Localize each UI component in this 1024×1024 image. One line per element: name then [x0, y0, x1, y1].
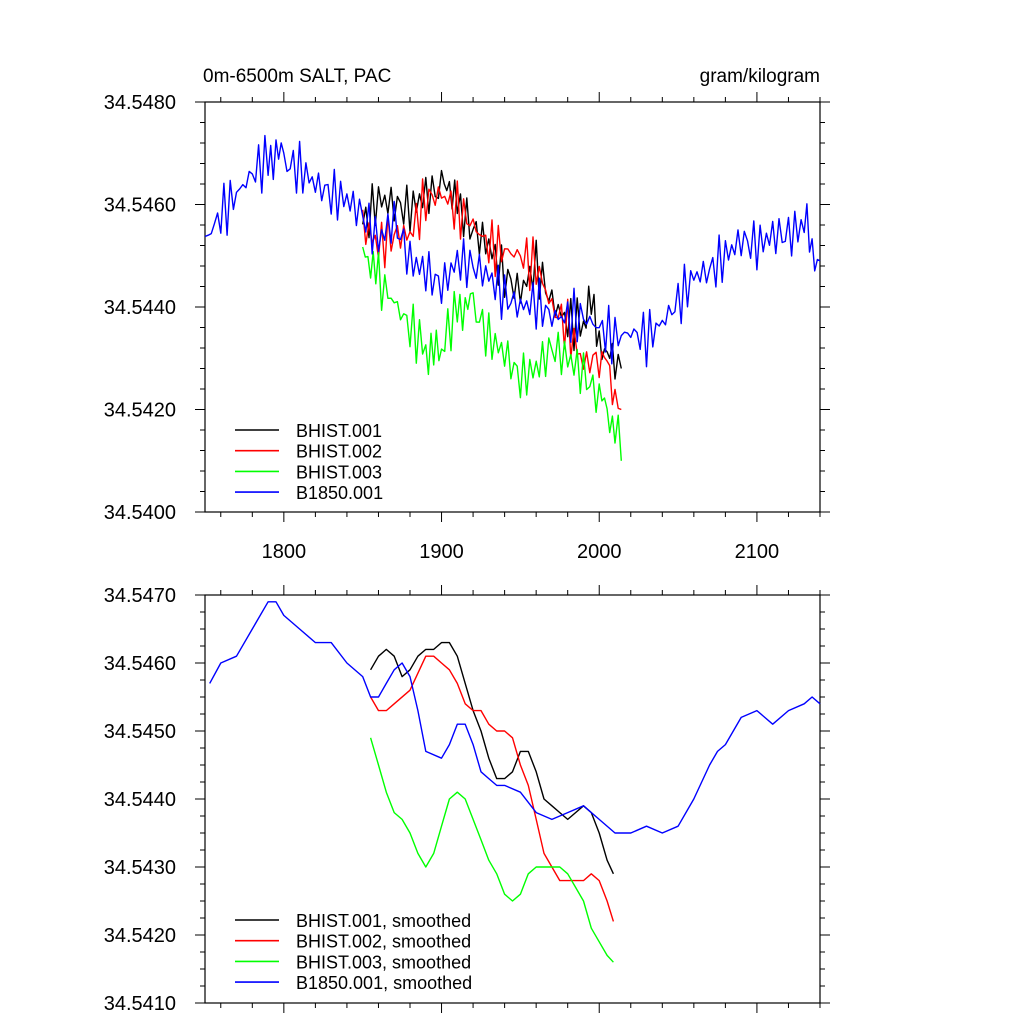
y-tick-label: 34.5440: [104, 789, 176, 811]
y-tick-label: 34.5450: [104, 721, 176, 743]
top-panel: 0m-6500m SALT, PAC gram/kilogram 1800 190…: [104, 66, 830, 563]
bottom-panel: 34.5410 34.5420 34.5430 34.5440 34.5450 34.54…: [104, 585, 830, 1015]
legend-label: BHIST.003, smoothed: [296, 952, 471, 972]
x-tick-label: 1800: [262, 541, 307, 563]
y-tick-label: 34.5470: [104, 585, 176, 607]
series-line: [369, 737, 614, 963]
series-line: [369, 655, 615, 922]
y-tick-label: 34.5480: [104, 92, 176, 114]
y-tick-label: 34.5420: [104, 925, 176, 947]
y-tick-label: 34.5400: [104, 502, 176, 524]
y-tick-label: 34.5420: [104, 400, 176, 422]
units-label: gram/kilogram: [700, 66, 820, 87]
y-tick-label: 34.5460: [104, 653, 176, 675]
legend-label: B1850.001: [296, 483, 383, 503]
y-tick-label: 34.5410: [104, 993, 176, 1015]
x-tick-label: 2000: [577, 541, 622, 563]
series-line: [362, 178, 622, 411]
legend-label: BHIST.002, smoothed: [296, 932, 471, 952]
series-line: [209, 601, 821, 834]
y-tick-label: 34.5430: [104, 857, 176, 879]
y-tick-label: 34.5440: [104, 297, 176, 319]
series-line: [369, 641, 615, 875]
legend-label: BHIST.001: [296, 421, 382, 441]
x-tick-label: 2100: [735, 541, 780, 563]
legend-label: B1850.001, smoothed: [296, 973, 472, 993]
series-line: [204, 134, 821, 368]
legend-label: BHIST.003: [296, 462, 382, 482]
x-tick-label: 1900: [419, 541, 464, 563]
legend-label: BHIST.002: [296, 442, 382, 462]
series-line: [362, 246, 622, 461]
chart-title: 0m-6500m SALT, PAC: [203, 66, 391, 87]
legend-label: BHIST.001, smoothed: [296, 911, 471, 931]
y-tick-label: 34.5460: [104, 195, 176, 217]
